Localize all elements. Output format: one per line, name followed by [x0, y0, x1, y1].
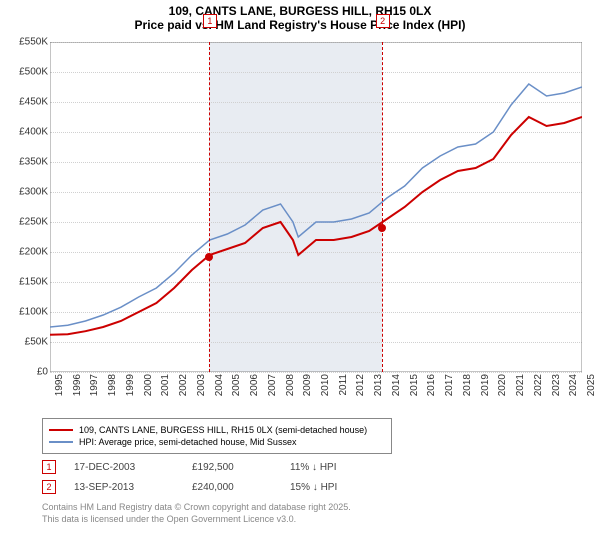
xtick-label: 2024: [568, 374, 579, 404]
transaction-ref: 1: [42, 460, 56, 474]
marker-line: 1: [209, 42, 210, 372]
xtick-label: 2006: [249, 374, 260, 404]
ytick-label: £450K: [8, 97, 48, 108]
xtick-label: 2014: [391, 374, 402, 404]
xtick-label: 2015: [409, 374, 420, 404]
xtick-label: 1995: [54, 374, 65, 404]
legend-swatch: [49, 441, 73, 443]
ytick-label: £400K: [8, 127, 48, 138]
xtick-label: 2009: [302, 374, 313, 404]
ytick-label: £200K: [8, 247, 48, 258]
xtick-label: 2005: [231, 374, 242, 404]
marker-ref-box: 2: [376, 14, 390, 28]
transaction-delta: 15% ↓ HPI: [290, 482, 337, 493]
chart-title-line2: Price paid vs. HM Land Registry's House …: [0, 18, 600, 38]
legend-label: 109, CANTS LANE, BURGESS HILL, RH15 0LX …: [79, 425, 367, 435]
xtick-label: 2021: [515, 374, 526, 404]
series-hpi: [50, 84, 582, 327]
xtick-label: 2018: [462, 374, 473, 404]
xtick-label: 2000: [143, 374, 154, 404]
xtick-label: 2011: [338, 374, 349, 404]
transaction-ref: 2: [42, 480, 56, 494]
footer-line1: Contains HM Land Registry data © Crown c…: [42, 502, 600, 514]
xtick-label: 2010: [320, 374, 331, 404]
marker-ref-box: 1: [203, 14, 217, 28]
xtick-label: 2002: [178, 374, 189, 404]
transaction-price: £192,500: [192, 462, 272, 473]
transaction-date: 17-DEC-2003: [74, 462, 174, 473]
xtick-label: 2008: [285, 374, 296, 404]
transactions-table: 1 17-DEC-2003 £192,500 11% ↓ HPI 2 13-SEP-201…: [0, 460, 600, 494]
gridline: [50, 372, 582, 373]
xtick-label: 2004: [214, 374, 225, 404]
plot-area: 12: [50, 42, 582, 372]
legend-item: 109, CANTS LANE, BURGESS HILL, RH15 0LX …: [49, 425, 385, 435]
data-point: [378, 224, 386, 232]
xtick-label: 2017: [444, 374, 455, 404]
ytick-label: £0: [8, 367, 48, 378]
xtick-label: 1999: [125, 374, 136, 404]
legend-swatch: [49, 429, 73, 431]
xtick-label: 2001: [160, 374, 171, 404]
xtick-label: 2007: [267, 374, 278, 404]
transaction-row: 1 17-DEC-2003 £192,500 11% ↓ HPI: [42, 460, 600, 474]
chart-container: £0 £50K £100K £150K £200K £250K £300K £350K £400…: [8, 38, 590, 408]
xtick-label: 2019: [480, 374, 491, 404]
xtick-label: 2025: [586, 374, 597, 404]
legend: 109, CANTS LANE, BURGESS HILL, RH15 0LX …: [42, 418, 392, 454]
transaction-date: 13-SEP-2013: [74, 482, 174, 493]
transaction-row: 2 13-SEP-2013 £240,000 15% ↓ HPI: [42, 480, 600, 494]
ytick-label: £300K: [8, 187, 48, 198]
xtick-label: 2020: [497, 374, 508, 404]
transaction-price: £240,000: [192, 482, 272, 493]
xtick-label: 1998: [107, 374, 118, 404]
xtick-label: 2003: [196, 374, 207, 404]
ytick-label: £100K: [8, 307, 48, 318]
xtick-label: 2023: [551, 374, 562, 404]
ytick-label: £250K: [8, 217, 48, 228]
xtick-label: 2013: [373, 374, 384, 404]
marker-line: 2: [382, 42, 383, 372]
ytick-label: £350K: [8, 157, 48, 168]
data-point: [205, 253, 213, 261]
legend-label: HPI: Average price, semi-detached house,…: [79, 437, 296, 447]
xtick-label: 2012: [355, 374, 366, 404]
chart-title-line1: 109, CANTS LANE, BURGESS HILL, RH15 0LX: [0, 0, 600, 18]
xtick-label: 1996: [72, 374, 83, 404]
ytick-label: £500K: [8, 67, 48, 78]
chart-svg: [50, 42, 582, 372]
footer-line2: This data is licensed under the Open Gov…: [42, 514, 600, 526]
ytick-label: £150K: [8, 277, 48, 288]
footer: Contains HM Land Registry data © Crown c…: [42, 502, 600, 525]
ytick-label: £550K: [8, 37, 48, 48]
transaction-delta: 11% ↓ HPI: [290, 462, 337, 473]
xtick-label: 2016: [426, 374, 437, 404]
legend-item: HPI: Average price, semi-detached house,…: [49, 437, 385, 447]
ytick-label: £50K: [8, 337, 48, 348]
xtick-label: 1997: [89, 374, 100, 404]
xtick-label: 2022: [533, 374, 544, 404]
